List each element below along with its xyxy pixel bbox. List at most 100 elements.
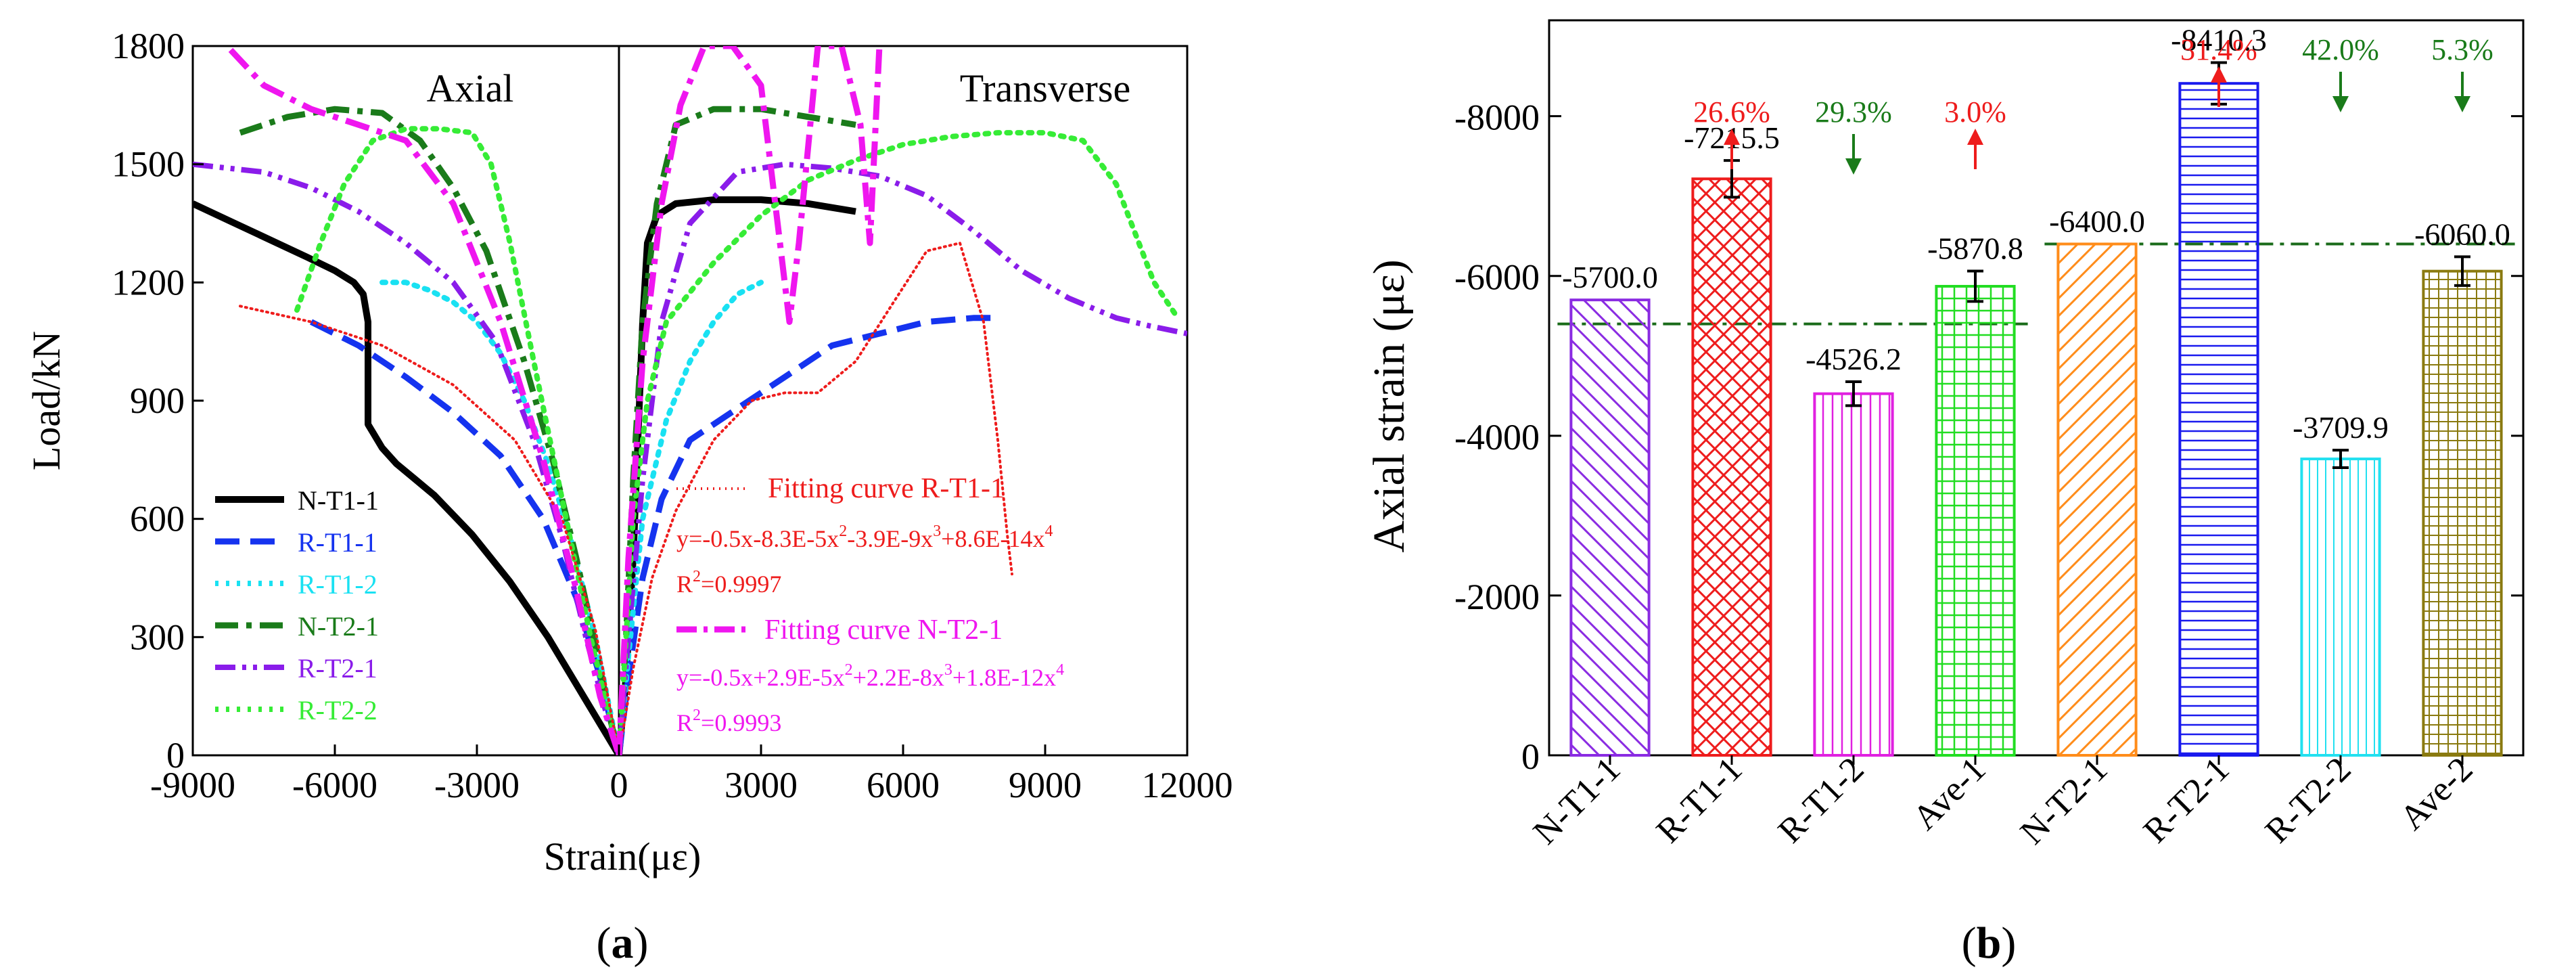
series-r-t1-1-line [309,319,622,755]
panel-a-line-chart: -9000 -6000 -3000 0 3000 6000 9000 12000 0 300 600… [24,26,1233,968]
fit-n-t2-1-eq-part2: +2.2E-8x [853,664,944,691]
category-label-ave-2: Ave-2 [2393,750,2480,837]
bar-ave-1 [1935,284,2016,757]
panel-a-series-layer [193,46,1187,755]
category-label-r-t1-1: R-T1-1 [1649,750,1750,851]
panel-b-bars-layer: -5700.0N-T1-1-7215.5R-T1-1-4526.2R-T1-2-… [1526,23,2515,852]
fit-r-t1-1-eq-sup2: 3 [933,522,941,540]
category-label-n-t2-1: N-T2-1 [2013,750,2115,852]
fit-r-t1-1-r2: R2=0.9997 [676,568,781,598]
bar-r-t1-1 [1691,177,1772,757]
fit-n-t2-1-r2: R2=0.9993 [676,707,781,736]
panel-a-paren-open: ( [597,918,612,968]
fit-r-t1-1-title: Fitting curve R-T1-1 [768,473,1005,504]
bar-n-t2-1 [2056,242,2138,757]
fit-r-t1-1-r2-sup: 2 [693,568,701,585]
fit-r-t1-1-eq-sup3: 4 [1045,522,1053,540]
fit-r-t1-1-r2-r: R [676,571,693,598]
fit-r-t1-1-r2-value: =0.9997 [701,571,781,598]
percent-label-ave-2: 5.3% [2431,33,2493,66]
b-y-tick-label: 0 [1521,736,1540,777]
bar-r-t2-1 [2178,82,2259,757]
transverse-region-label: Transverse [960,66,1130,110]
fit-r-t1-1-eq-part3: +8.6E-14x [941,525,1044,552]
y-tick-label: 300 [130,617,185,657]
bar-r-t1-2 [1813,392,1894,757]
b-y-tick-label: -6000 [1454,257,1540,298]
fit-n-t2-1-eq-sup3: 4 [1056,661,1064,679]
fit-n-t2-1-eq-sup2: 3 [944,661,952,679]
legend-label-n-t2-1: N-T2-1 [298,611,379,642]
fit-n-t2-1-eq-sup1: 2 [845,661,853,679]
percent-label-r-t2-1: 31.4% [2180,33,2257,66]
fit-n-t2-1-title: Fitting curve N-T2-1 [764,615,1003,646]
panel-b-ticks: 0 -2000 -4000 -6000 -8000 [1454,97,2523,777]
bar-n-t1-1 [1569,298,1651,757]
value-label-ave-1: -5870.8 [1927,231,2023,266]
series-r-t2-1-transverse-line [616,161,1187,755]
category-label-r-t1-2: R-T1-2 [1771,750,1872,851]
panel-a-legend: N-T1-1 R-T1-1 R-T1-2 N-T2-1 R-T2-1 R-T2-2 [215,485,379,726]
fit-r-t1-1-eq-part2: -3.9E-9x [847,525,933,552]
panel-b-paren-open: ( [1962,918,1977,968]
b-y-tick-label: -2000 [1454,577,1540,617]
category-label-n-t1-1: N-T1-1 [1526,750,1628,852]
panel-a-paren-close: ) [634,918,649,968]
percent-label-ave-1: 3.0% [1944,95,2006,129]
x-tick-label: -9000 [150,765,235,805]
x-tick-label: 12000 [1142,765,1233,805]
series-r-t1-2-transverse-line [616,280,764,755]
legend-label-r-t1-1: R-T1-1 [298,527,377,558]
fit-n-t2-1-r2-sup: 2 [693,707,701,724]
series-r-t1-1-transverse-line [616,315,998,755]
fit-n-t2-1-eq-part1: y=-0.5x+2.9E-5x [676,664,845,691]
panel-b-y-axis-label: Axial strain (με) [1364,259,1414,552]
x-tick-label: 3000 [724,765,798,805]
value-label-n-t2-1: -6400.0 [2049,204,2145,239]
panel-b-sublabel: (b) [1962,918,2017,968]
fit-n-t2-1-r2-r: R [676,709,693,736]
b-y-tick-label: -8000 [1454,97,1540,138]
bar-ave-2 [2422,269,2503,757]
y-tick-label: 1200 [112,262,185,303]
fit-n-t2-1-eq-part3: +1.8E-12x [952,664,1056,691]
fit-r-t1-1-eq-part1: y=-0.5x-8.3E-5x [676,525,839,552]
x-tick-label: -6000 [292,765,377,805]
fit-n-t2-1-r2-value: =0.9993 [701,709,781,736]
category-label-ave-1: Ave-1 [1906,750,1993,837]
axial-region-label: Axial [427,66,514,110]
legend-label-r-t2-2: R-T2-2 [298,695,377,726]
y-tick-label: 1800 [112,26,185,66]
x-tick-label: 0 [610,765,628,805]
value-label-ave-2: -6060.0 [2414,217,2510,251]
panel-b-paren-close: ) [2001,918,2016,968]
y-tick-label: 900 [130,380,185,421]
x-tick-label: 6000 [867,765,940,805]
value-label-r-t2-2: -3709.9 [2293,410,2389,445]
series-r-t1-2-line [380,280,622,755]
x-tick-label: 9000 [1009,765,1082,805]
series-r-t2-2-line [294,126,622,755]
panel-a-sublabel: (a) [597,918,649,968]
panel-b-letter: b [1977,918,2002,968]
panel-a-y-axis-label: Load/kN [24,331,68,470]
series-n-t1-1-line [193,200,622,755]
percent-label-r-t2-2: 42.0% [2302,33,2379,66]
series-n-t2-1-line [239,106,622,755]
legend-label-n-t1-1: N-T1-1 [298,485,379,516]
legend-label-r-t2-1: R-T2-1 [298,653,377,684]
panel-b-bar-chart: -5700.0N-T1-1-7215.5R-T1-1-4526.2R-T1-2-… [1364,19,2525,968]
value-label-r-t1-2: -4526.2 [1806,342,1902,376]
panel-a-plot-frame [191,45,1189,757]
fit-r-t1-1-equation: y=-0.5x-8.3E-5x2-3.9E-9x3+8.6E-14x4 [676,522,1053,552]
series-fitting-curve-r-t1-1-line [239,242,1013,755]
series-r-t2-2-transverse-line [616,130,1180,755]
y-tick-label: 1500 [112,144,185,185]
category-label-r-t2-1: R-T2-1 [2136,750,2237,851]
fit-r-t1-1-eq-sup1: 2 [839,522,847,540]
value-label-r-t2-1: -8410.3 [2171,23,2267,58]
fit-n-t2-1-equation: y=-0.5x+2.9E-5x2+2.2E-8x3+1.8E-12x4 [676,661,1064,691]
panel-a-ticks: -9000 -6000 -3000 0 3000 6000 9000 12000 0 300 600… [112,26,1233,805]
series-fitting-curve-n-t2-1-line [228,47,622,755]
